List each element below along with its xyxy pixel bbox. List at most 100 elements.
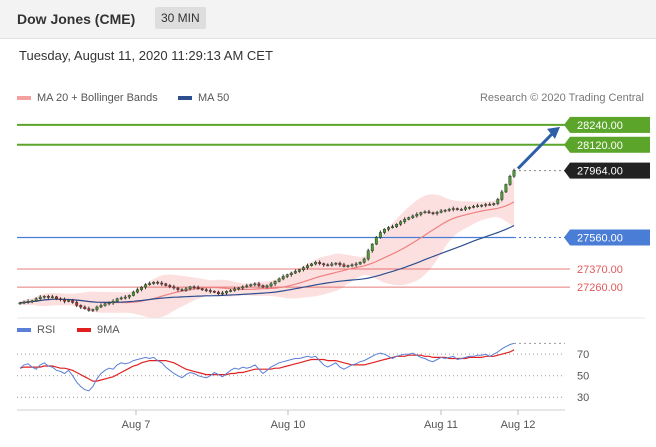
level-label-pointer — [564, 229, 570, 246]
candle-body — [362, 258, 366, 263]
candle-body — [50, 296, 54, 299]
rsi-panel: 70 50 30 — [17, 317, 645, 404]
x-axis: Aug 7 Aug 10 Aug 11 Aug 12 — [17, 409, 565, 431]
candle-body — [204, 289, 208, 291]
candle-body — [354, 263, 358, 266]
candle-body — [111, 300, 115, 304]
level-label-bg — [570, 136, 650, 153]
candle-body — [382, 228, 386, 233]
candle-body — [277, 278, 281, 282]
timeframe-badge[interactable]: 30 MIN — [155, 7, 206, 29]
candle-body — [261, 285, 265, 288]
ma50-swatch — [178, 96, 192, 100]
candle-body — [22, 301, 26, 304]
research-credit: Research © 2020 Trading Central — [479, 92, 644, 104]
candle-body — [326, 264, 330, 267]
candle-body — [314, 262, 318, 265]
candle-body — [431, 212, 435, 214]
candle-body — [504, 184, 508, 193]
candle-body — [468, 207, 471, 209]
candle-body — [156, 281, 160, 284]
candle-body — [168, 285, 172, 288]
candle-body — [257, 283, 261, 286]
ma9-swatch — [77, 328, 91, 332]
candle-body — [342, 264, 346, 267]
candle-body — [273, 281, 277, 285]
candle-body — [435, 212, 439, 214]
candle-body — [249, 284, 253, 287]
candle-body — [451, 208, 455, 210]
level-label: 28120.00 — [577, 140, 623, 152]
candle-body — [334, 262, 338, 265]
candle-body — [26, 300, 30, 303]
candle-body — [395, 223, 399, 227]
level-label-bg — [570, 229, 650, 246]
candle-body — [79, 305, 83, 308]
level-lines-layer — [17, 123, 570, 288]
candle-body — [350, 264, 354, 267]
candle-body — [192, 286, 196, 289]
candle-body — [427, 211, 431, 214]
candle-body — [229, 290, 233, 292]
candle-body — [237, 287, 241, 290]
candle-body — [30, 300, 34, 302]
candle-body — [241, 286, 245, 289]
candle-body — [233, 288, 237, 291]
candle-body — [160, 282, 164, 285]
candle-body — [188, 286, 192, 290]
candle-body — [212, 291, 216, 293]
rsi-swatch — [17, 328, 31, 332]
legend-ma20-label: MA 20 + Bollinger Bands — [37, 92, 158, 104]
level-label-pointer — [564, 162, 570, 179]
candle-body — [407, 217, 411, 220]
candle-body — [338, 262, 342, 266]
candle-body — [378, 232, 382, 238]
bollinger-band-layer — [20, 177, 514, 318]
candle-body — [419, 212, 423, 215]
candle-body — [269, 283, 273, 287]
candle-body — [488, 204, 492, 206]
candle-body — [423, 211, 427, 214]
candle-body — [115, 298, 119, 302]
legend-rsi-label: RSI — [37, 324, 56, 336]
level-label: 27964.00 — [577, 166, 623, 178]
candle-body — [144, 284, 147, 288]
legend-rsi: RSI — [17, 324, 55, 336]
level-label-bg — [570, 162, 650, 179]
candle-body — [374, 237, 378, 245]
projection-arrow-shaft — [516, 130, 556, 170]
candle-body — [38, 296, 42, 300]
candle-body — [318, 262, 322, 264]
legend-9ma-label: 9MA — [97, 324, 120, 336]
candle-body — [196, 287, 200, 290]
rsi-tick-label: 30 — [577, 392, 589, 404]
candle-body — [46, 296, 50, 298]
candle-body — [415, 214, 419, 217]
candle-body — [18, 302, 22, 305]
candle-body — [140, 286, 143, 290]
candle-body — [358, 262, 362, 265]
candle-body — [480, 204, 484, 207]
candle-body — [322, 263, 326, 266]
legend-ma50-label: MA 50 — [198, 92, 230, 104]
level-label: 27260.00 — [577, 282, 623, 294]
legend-ma50: MA 50 — [178, 92, 229, 104]
candle-body — [253, 283, 257, 286]
candle-body — [200, 288, 204, 291]
x-tick-label: Aug 12 — [501, 419, 536, 431]
candle-body — [180, 289, 184, 291]
candle-body — [107, 302, 111, 305]
candle-body — [399, 221, 403, 225]
symbol-title: Dow Jones (CME) — [17, 11, 136, 27]
candle-body — [221, 292, 224, 295]
rsi-line — [19, 342, 515, 392]
level-labels-layer: 28240.00 28120.00 27964.00 27560.00 27370.00… — [564, 116, 650, 294]
candle-body — [148, 283, 152, 285]
candle-body — [310, 263, 313, 266]
candle-body — [370, 243, 374, 251]
legend-ma20: MA 20 + Bollinger Bands — [17, 92, 158, 104]
candle-body — [75, 302, 79, 306]
candle-body — [131, 291, 135, 296]
rsi-tick-label: 70 — [577, 349, 589, 361]
